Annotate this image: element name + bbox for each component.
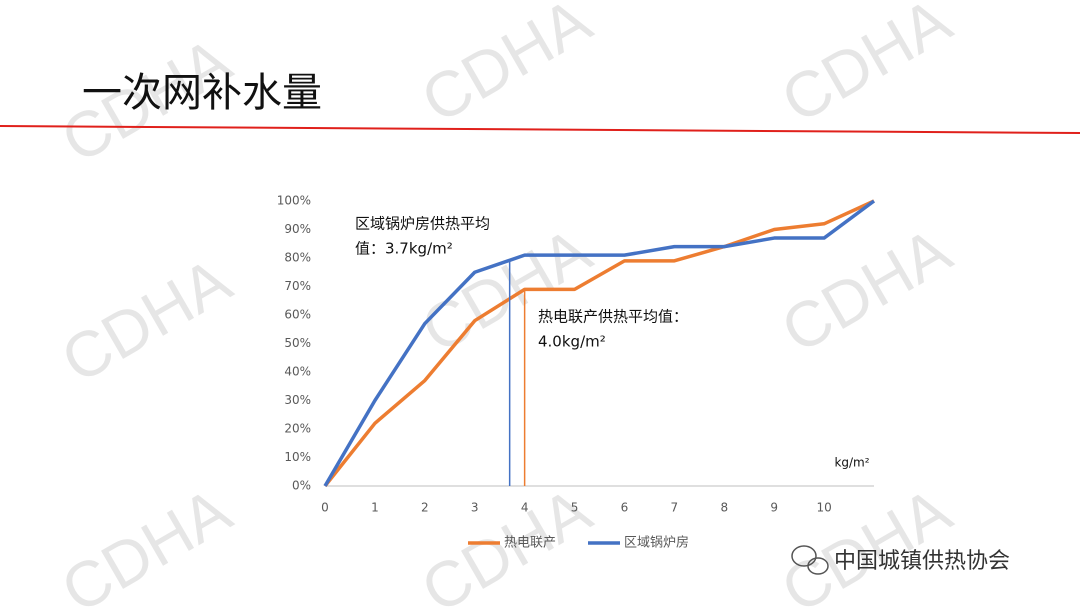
x-tick-label: 2 [421,501,429,515]
y-tick-label: 60% [284,308,311,322]
x-tick-label: 8 [720,501,728,515]
watermark: CDHA [769,474,962,608]
y-tick-label: 100% [277,194,311,208]
watermark: CDHA [409,0,602,137]
title-rule [0,125,1080,134]
x-tick-label: 6 [621,501,629,515]
y-tick-label: 20% [284,422,311,436]
y-tick-label: 10% [284,450,311,464]
annotation: 值：3.7kg/m² [355,240,453,258]
y-tick-label: 30% [284,393,311,407]
annotation: 热电联产供热平均值： [538,308,688,326]
y-tick-label: 50% [284,336,311,350]
x-tick-label: 9 [770,501,778,515]
legend-label: 热电联产 [504,536,556,551]
watermark: CDHA [49,474,242,608]
watermark: CDHA [49,244,242,397]
y-tick-label: 70% [284,279,311,293]
watermark: CDHA [769,0,962,137]
y-tick-label: 80% [284,251,311,265]
x-tick-label: 3 [471,501,479,515]
annotation: 区域锅炉房供热平均 [355,215,490,233]
x-tick-label: 1 [371,501,379,515]
y-tick-label: 90% [284,222,311,236]
x-tick-label: 5 [571,501,579,515]
series-line [323,199,875,488]
x-tick-label: 0 [321,501,329,515]
slide-title: 一次网补水量 [82,70,322,116]
annotation: 4.0kg/m² [538,333,606,351]
wechat-icon [791,545,829,575]
x-tick-label: 4 [521,501,529,515]
x-tick-label: 7 [671,501,679,515]
x-axis-label: kg/m² [834,456,869,470]
y-tick-label: 0% [292,479,311,493]
series-line [323,199,876,487]
legend-label: 区域锅炉房 [624,535,689,551]
x-tick-label: 10 [816,501,831,515]
y-tick-label: 40% [284,365,311,379]
footer-text: 中国城镇供热协会 [834,549,1010,574]
